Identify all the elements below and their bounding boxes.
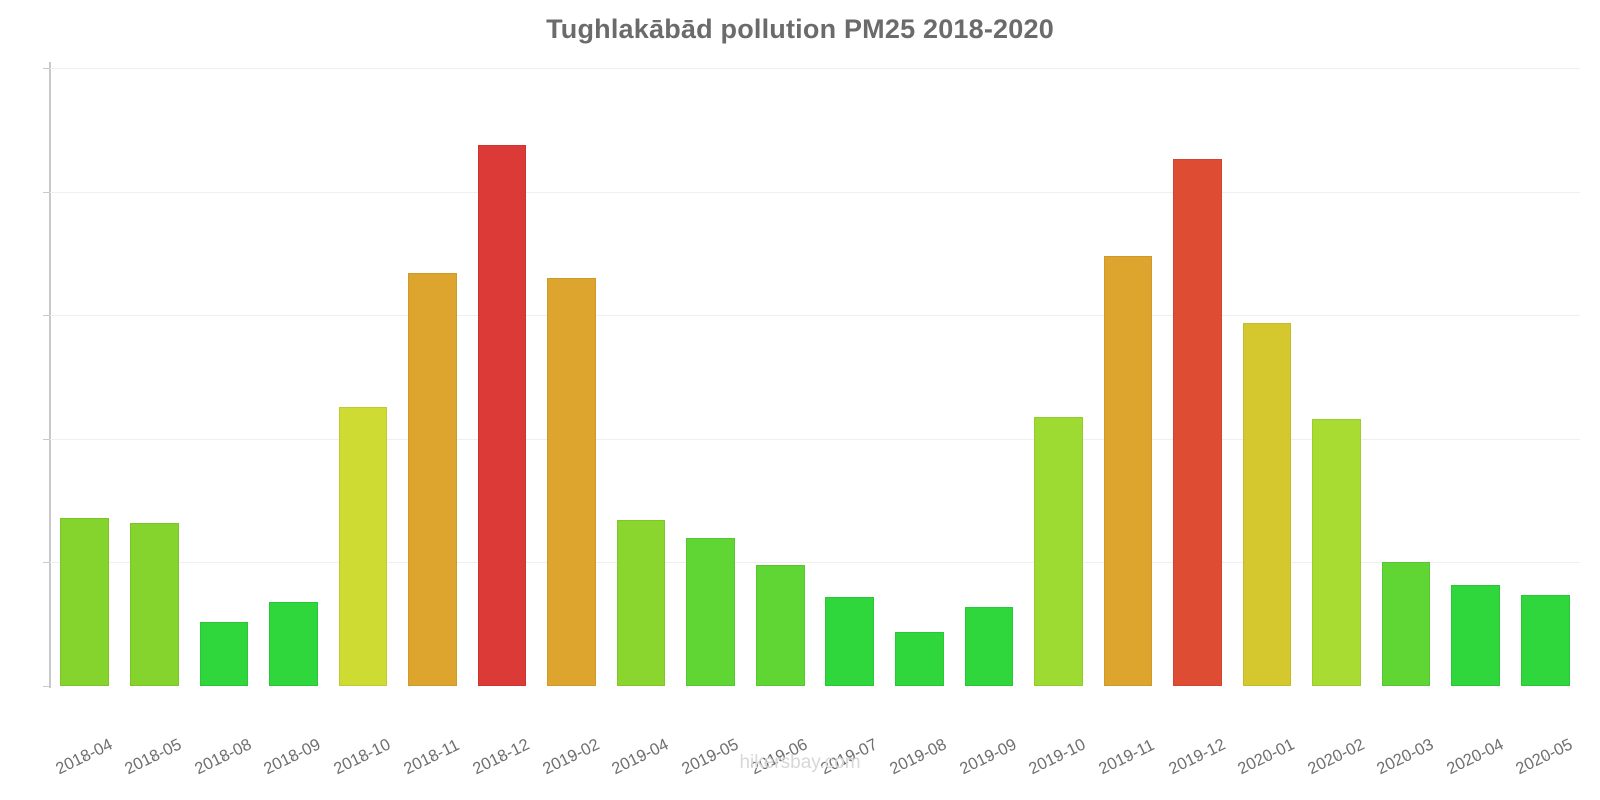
bar[interactable] [825, 597, 875, 686]
bar[interactable] [60, 517, 110, 686]
x-axis-tick-mark [293, 755, 295, 761]
x-axis-tick-mark [362, 755, 364, 761]
x-axis-tick-mark [919, 755, 921, 761]
bar[interactable] [1451, 584, 1500, 686]
bar[interactable] [1173, 159, 1222, 686]
y-axis-tick-mark [43, 315, 50, 317]
x-axis-tick-mark [849, 755, 851, 761]
x-axis-tick-mark [84, 755, 86, 761]
y-axis-line [49, 62, 51, 688]
y-axis-tick-mark [43, 686, 50, 687]
x-axis-tick-mark [710, 755, 712, 761]
bar[interactable] [547, 278, 596, 686]
bar[interactable] [686, 537, 735, 686]
bar[interactable] [1242, 322, 1292, 686]
x-axis-tick-mark [641, 755, 643, 761]
watermark: hikersbay.com [739, 752, 861, 773]
x-axis-tick-mark [571, 755, 573, 761]
y-axis-tick-mark [43, 562, 50, 564]
plot-area: 050100150200250 2018-042018-052018-08201… [43, 68, 1580, 778]
bar[interactable] [1312, 419, 1361, 686]
x-axis-tick-mark [1267, 755, 1269, 761]
x-axis-tick-mark [1406, 755, 1408, 761]
bar[interactable] [1034, 416, 1083, 686]
bar[interactable] [964, 606, 1014, 686]
x-axis-tick-mark [1058, 755, 1060, 761]
bar[interactable] [129, 522, 179, 686]
bar[interactable] [477, 144, 527, 686]
bar[interactable] [1381, 562, 1431, 686]
x-axis-tick-mark [223, 755, 225, 761]
y-axis-tick-mark [43, 68, 50, 69]
gridline [50, 68, 1580, 69]
x-axis-tick-mark [1545, 755, 1547, 761]
x-axis-tick-mark [432, 755, 434, 761]
x-axis-tick-mark [988, 755, 990, 761]
x-axis-tick-mark [1475, 755, 1477, 761]
bar[interactable] [616, 520, 666, 686]
x-axis-tick-mark [1197, 755, 1199, 761]
x-axis-tick-mark [1127, 755, 1129, 761]
bar[interactable] [408, 273, 457, 686]
bar[interactable] [1103, 255, 1153, 686]
gridline [50, 562, 1580, 564]
x-axis-tick-mark [1336, 755, 1338, 761]
gridline [50, 438, 1580, 440]
bar[interactable] [338, 406, 388, 686]
x-axis-tick-mark [780, 755, 782, 761]
bar[interactable] [894, 631, 944, 686]
y-axis-tick-mark [43, 191, 50, 193]
gridline [50, 191, 1580, 193]
bar[interactable] [269, 601, 318, 686]
page-title: Tughlakābād pollution PM25 2018-2020 [546, 14, 1054, 44]
bar[interactable] [755, 564, 805, 686]
x-axis-tick-mark [154, 755, 156, 761]
x-axis-tick-mark [502, 755, 504, 761]
y-axis-tick-mark [43, 438, 50, 440]
bar[interactable] [199, 621, 249, 686]
bar[interactable] [1520, 594, 1570, 686]
gridline [50, 315, 1580, 317]
